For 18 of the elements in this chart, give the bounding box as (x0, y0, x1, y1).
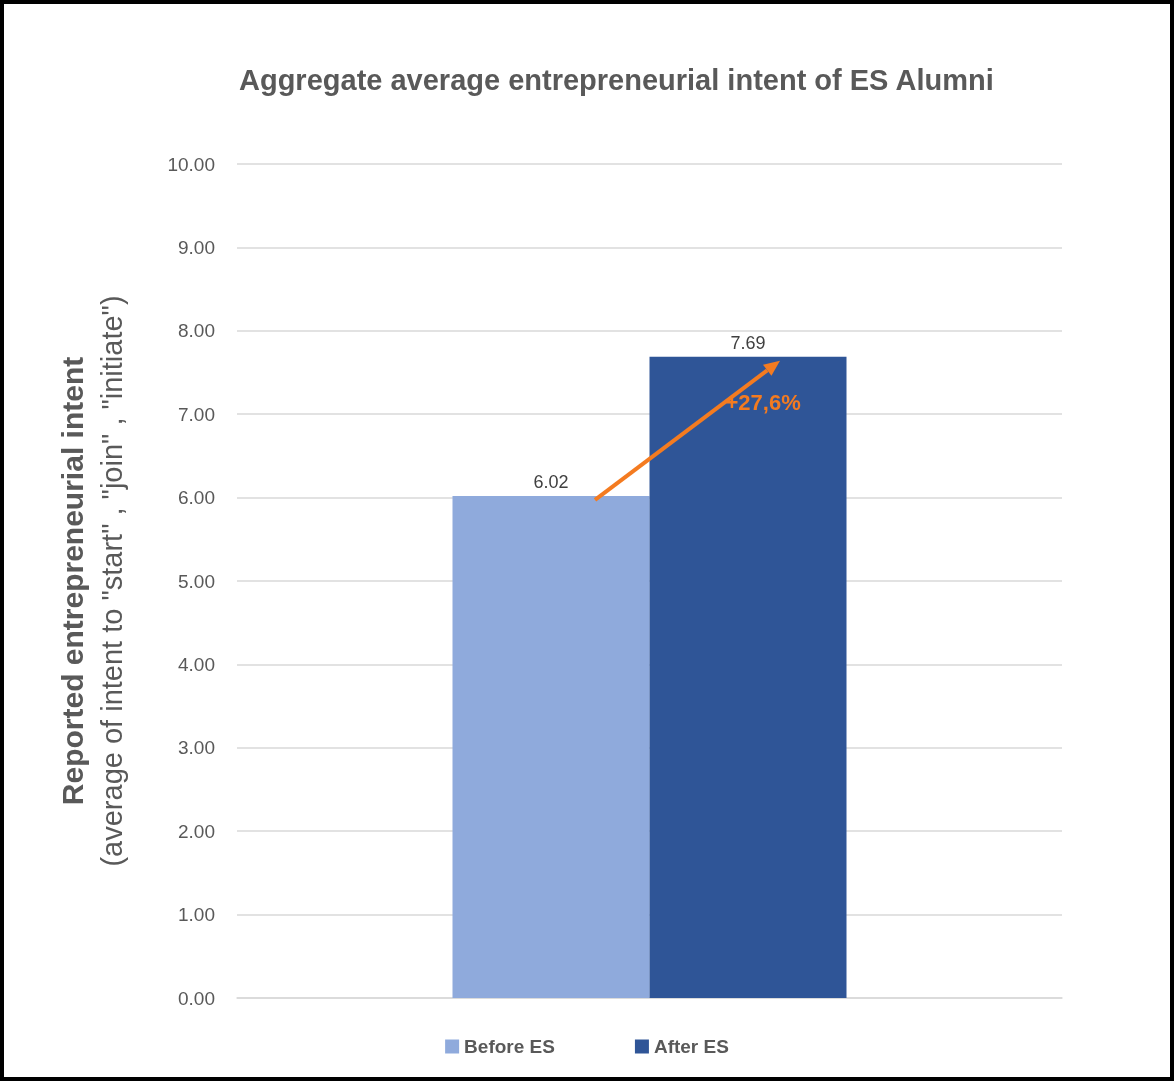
chart-title: Aggregate average entrepreneurial intent of ES Alumni (239, 63, 994, 96)
data-label: 6.02 (533, 471, 569, 492)
y-tick-label: 3.00 (178, 737, 215, 759)
y-tick-label: 7.00 (178, 403, 215, 425)
y-axis-title: Reported entrepreneurial intent (average of intent to "start" , "join" , "initiate") (55, 295, 128, 867)
legend-label: Before ES (464, 1036, 555, 1057)
y-tick-label: 9.00 (178, 236, 215, 258)
y-tick-label: 10.00 (167, 153, 215, 175)
y-tick-label: 4.00 (178, 653, 215, 675)
y-tick-label: 2.00 (178, 820, 215, 842)
y-tick-label: 1.00 (178, 904, 215, 926)
y-tick-label: 0.00 (178, 987, 215, 1009)
y-tick-label: 6.00 (178, 487, 215, 509)
data-label: 7.69 (730, 332, 766, 353)
y-tick-label: 5.00 (178, 570, 215, 592)
y-tick-label: 8.00 (178, 320, 215, 342)
legend-label: After ES (653, 1036, 729, 1057)
annotation: +27,6% (725, 390, 801, 416)
